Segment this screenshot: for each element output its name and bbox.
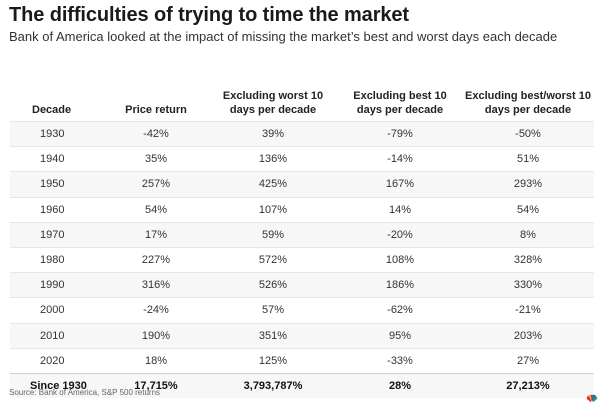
table-row: 2000 -24% 57% -62% -21% [10, 297, 594, 323]
table-row: 1980 227% 572% 108% 328% [10, 246, 594, 273]
table-row: 1930 -42% 39% -79% -50% [10, 120, 594, 147]
excluding-worst-cell: 125% [208, 347, 338, 374]
excluding-worst-cell: 136% [208, 146, 338, 172]
table-row: 1970 17% 59% -20% 8% [10, 221, 594, 248]
excluding-best-cell: -14% [338, 146, 462, 172]
decade-cell: 2000 [10, 297, 104, 323]
price-return-cell: 35% [104, 146, 208, 172]
table-row: 2020 18% 125% -33% 27% [10, 347, 594, 374]
price-return-cell: 257% [104, 171, 208, 198]
excluding-worst-cell: 526% [208, 272, 338, 298]
column-header-excluding-worst: Excluding worst 10 days per decade [222, 90, 324, 116]
decade-cell: 1960 [10, 196, 104, 223]
column-header-price-return: Price return [125, 104, 187, 116]
excluding-best-worst-cell: 293% [462, 171, 594, 198]
excluding-worst-cell: 107% [208, 196, 338, 223]
excluding-best-worst-cell: 328% [462, 246, 594, 273]
decade-cell: Since 1930 [10, 372, 104, 399]
table-total-row: Since 1930 17,715% 3,793,787% 28% 27,213% [10, 372, 594, 399]
excluding-best-cell: 95% [338, 322, 462, 349]
peacock-logo-icon [586, 394, 598, 403]
decade-cell: 1930 [10, 120, 104, 147]
price-return-cell: 17% [104, 221, 208, 248]
decade-cell: 1940 [10, 146, 104, 172]
excluding-worst-cell: 3,793,787% [208, 372, 338, 399]
page-title: The difficulties of trying to time the m… [9, 4, 409, 26]
price-return-cell: 227% [104, 246, 208, 273]
page-subtitle: Bank of America looked at the impact of … [9, 29, 558, 44]
excluding-best-cell: -33% [338, 347, 462, 374]
price-return-cell: 17,715% [104, 372, 208, 399]
table-row: 1940 35% 136% -14% 51% [10, 146, 594, 172]
excluding-best-cell: -20% [338, 221, 462, 248]
excluding-best-worst-cell: -21% [462, 297, 594, 323]
decade-cell: 1970 [10, 221, 104, 248]
excluding-best-cell: 108% [338, 246, 462, 273]
decade-cell: 2010 [10, 322, 104, 349]
price-return-cell: 190% [104, 322, 208, 349]
excluding-best-worst-cell: 54% [462, 196, 594, 223]
source-note: Source: Bank of America, S&P 500 returns [9, 388, 161, 397]
table-row: 1950 257% 425% 167% 293% [10, 171, 594, 198]
excluding-best-worst-cell: 330% [462, 272, 594, 298]
excluding-worst-cell: 351% [208, 322, 338, 349]
excluding-best-cell: 14% [338, 196, 462, 223]
column-header-excluding-best: Excluding best 10 days per decade [353, 90, 447, 116]
table-row: 1990 316% 526% 186% 330% [10, 272, 594, 298]
column-header-decade: Decade [32, 104, 72, 116]
excluding-best-worst-cell: 27% [462, 347, 594, 374]
excluding-best-cell: -79% [338, 120, 462, 147]
excluding-best-worst-cell: 51% [462, 146, 594, 172]
price-return-cell: -24% [104, 297, 208, 323]
excluding-best-cell: 186% [338, 272, 462, 298]
excluding-best-cell: -62% [338, 297, 462, 323]
excluding-best-worst-cell: 203% [462, 322, 594, 349]
table-row: 1960 54% 107% 14% 54% [10, 196, 594, 223]
column-header-excluding-best-worst: Excluding best/worst 10 days per decade [465, 90, 591, 116]
decade-cell: 2020 [10, 347, 104, 374]
excluding-worst-cell: 572% [208, 246, 338, 273]
excluding-best-worst-cell: 27,213% [462, 372, 594, 399]
table-row: 2010 190% 351% 95% 203% [10, 322, 594, 349]
table-header-row: Decade Price return Excluding worst 10 d… [10, 83, 594, 122]
excluding-worst-cell: 39% [208, 120, 338, 147]
decade-cell: 1990 [10, 272, 104, 298]
price-return-cell: -42% [104, 120, 208, 147]
price-return-cell: 316% [104, 272, 208, 298]
excluding-best-cell: 167% [338, 171, 462, 198]
price-return-cell: 54% [104, 196, 208, 223]
excluding-worst-cell: 57% [208, 297, 338, 323]
excluding-best-worst-cell: -50% [462, 120, 594, 147]
excluding-worst-cell: 59% [208, 221, 338, 248]
excluding-best-worst-cell: 8% [462, 221, 594, 248]
excluding-best-cell: 28% [338, 372, 462, 399]
price-return-cell: 18% [104, 347, 208, 374]
excluding-worst-cell: 425% [208, 171, 338, 198]
decade-cell: 1980 [10, 246, 104, 273]
returns-table: Decade Price return Excluding worst 10 d… [10, 83, 594, 399]
decade-cell: 1950 [10, 171, 104, 198]
